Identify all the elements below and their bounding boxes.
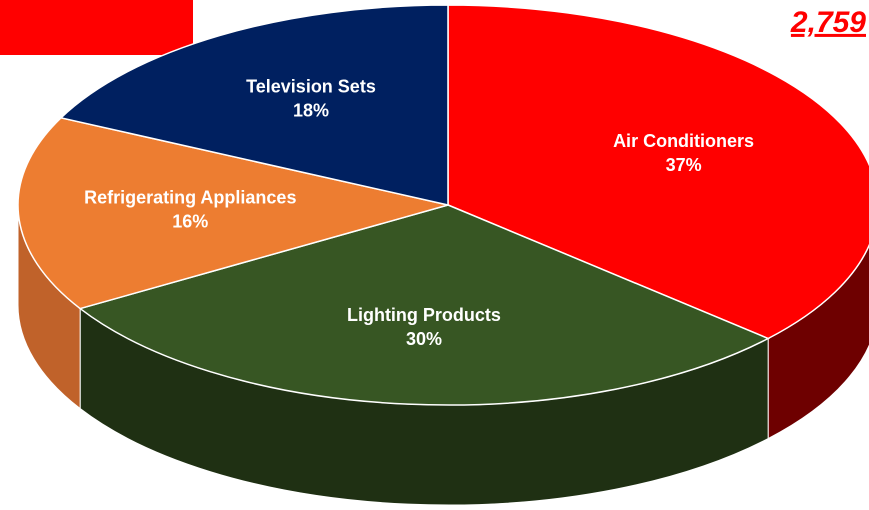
slice (17, 117, 449, 310)
slice-label: Television Sets (246, 77, 376, 97)
annotation: 2,759 (790, 6, 866, 39)
slice-value-label: 18% (293, 101, 329, 121)
slice-label: Refrigerating Appliances (84, 188, 296, 208)
slice (59, 4, 449, 206)
slice-value-label: 30% (406, 329, 442, 349)
slice (447, 4, 869, 340)
slice (78, 204, 770, 406)
slice-value-label: 16% (172, 212, 208, 232)
slice-label: Lighting Products (347, 305, 501, 325)
slice-value-label: 37% (666, 155, 702, 175)
slice-label: Air Conditioners (613, 131, 754, 151)
header-block (0, 0, 193, 55)
